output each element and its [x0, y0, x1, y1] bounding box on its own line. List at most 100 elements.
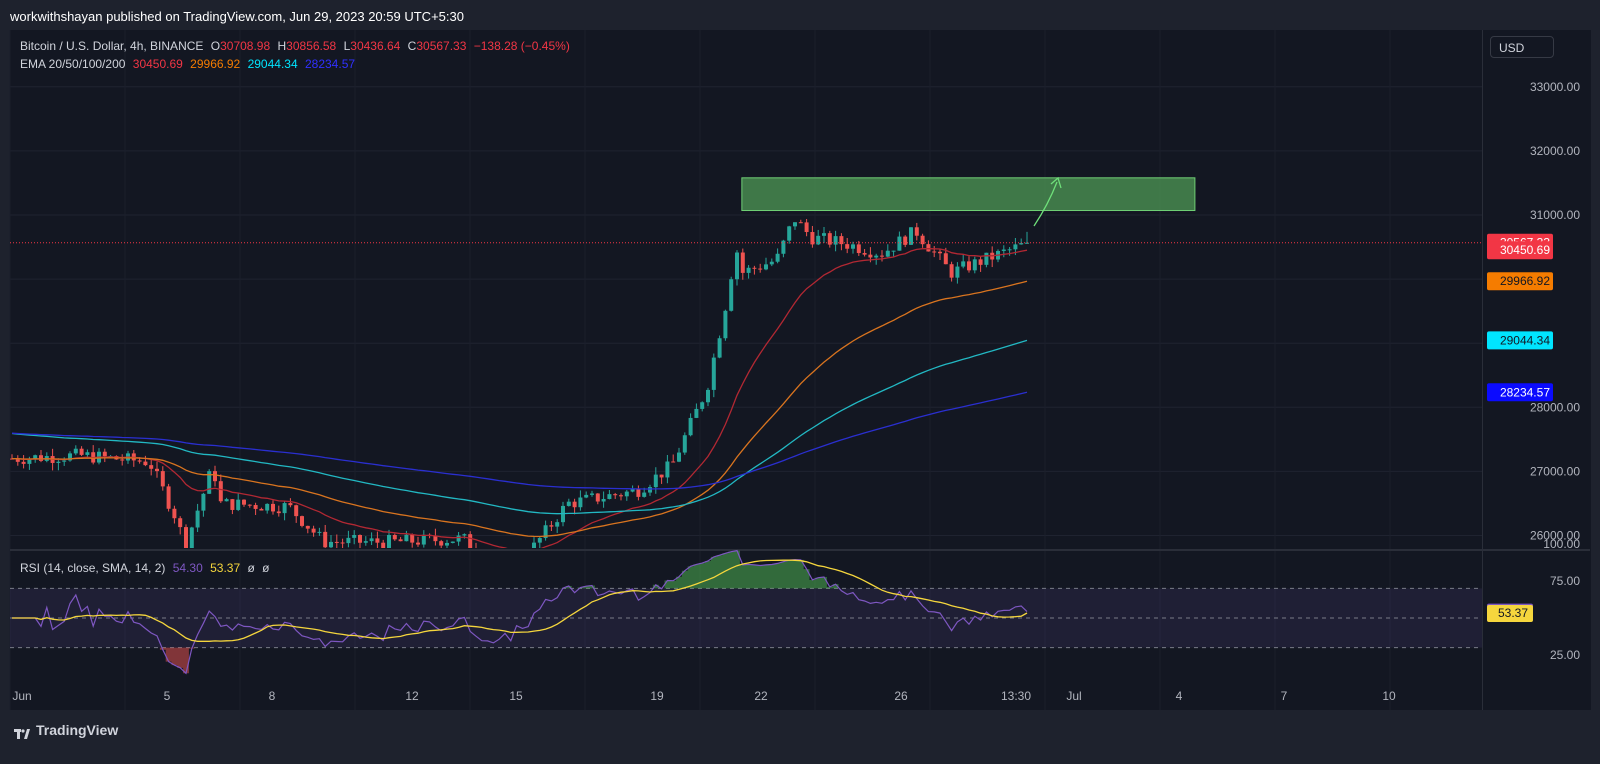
- candle-body: [845, 244, 850, 249]
- candle-body: [497, 561, 501, 564]
- ema100-value: 29044.34: [247, 57, 298, 71]
- candle-body: [120, 459, 125, 461]
- candle-body: [897, 236, 902, 251]
- candle-body: [909, 227, 913, 245]
- candle-body: [416, 542, 420, 545]
- candle-body: [137, 460, 142, 462]
- candle-body: [914, 227, 919, 236]
- candle-body: [746, 267, 751, 273]
- tradingview-logo[interactable]: TradingView: [14, 722, 118, 740]
- candle-body: [758, 268, 763, 270]
- rsi-label-bg: [1487, 605, 1533, 623]
- candle-body: [271, 503, 275, 512]
- rsi-price-label: 53.37: [1487, 605, 1533, 623]
- price-label-bg: [1487, 272, 1553, 291]
- time-tick-label: 19: [650, 689, 664, 703]
- candle-body: [595, 493, 600, 502]
- candle-body: [62, 460, 67, 462]
- candle-body: [503, 557, 507, 561]
- candle-body: [33, 455, 38, 459]
- candle-body: [184, 527, 188, 548]
- rsi-sma-line: [12, 559, 1028, 642]
- candle-body: [480, 555, 484, 561]
- candle-body: [433, 535, 438, 542]
- candle-body: [885, 250, 890, 257]
- time-tick-label: 12: [405, 689, 419, 703]
- symbol-title[interactable]: Bitcoin / U.S. Dollar, 4h, BINANCE: [20, 39, 204, 53]
- candle-body: [300, 516, 304, 526]
- candle-body: [201, 493, 206, 511]
- candle-body: [491, 561, 495, 564]
- candle-body: [462, 534, 467, 536]
- price-axis[interactable]: [1482, 30, 1591, 710]
- ema-label[interactable]: EMA 20/50/100/200: [20, 57, 126, 71]
- candle-body: [39, 455, 43, 461]
- candle-body: [247, 504, 252, 506]
- candle-body: [213, 471, 217, 482]
- time-tick-label: Jul: [1066, 689, 1081, 703]
- candle-body: [218, 481, 223, 502]
- price-label-bg: [1487, 383, 1553, 402]
- candle-body: [532, 542, 536, 548]
- candle-body: [149, 465, 154, 469]
- candle-body: [340, 542, 345, 544]
- candle-body: [601, 498, 606, 502]
- candle-body: [305, 525, 310, 529]
- candle-body: [73, 448, 78, 454]
- ohlc-open: O30708.98: [210, 39, 271, 53]
- candle-body: [816, 235, 821, 245]
- candle-body: [85, 452, 90, 455]
- candle-body: [195, 510, 200, 528]
- candle-body: [856, 244, 861, 254]
- price-tick-label: 32000.00: [1530, 144, 1580, 158]
- ema20-value: 30450.69: [132, 57, 183, 71]
- price-tick-label: 27000.00: [1530, 464, 1580, 478]
- price-tick-label: 26000.00: [1530, 529, 1580, 543]
- candle-body: [706, 389, 710, 403]
- candle-body: [891, 250, 896, 252]
- footer-bar: [0, 714, 1600, 764]
- rsi-label-text: 53.37: [1498, 606, 1528, 620]
- ohlc-close: C30567.33: [407, 39, 467, 53]
- candle-body: [160, 471, 165, 487]
- candle-body: [143, 461, 148, 466]
- candle-body: [630, 489, 635, 492]
- candle-body: [961, 261, 966, 267]
- price-label: 29966.92: [1487, 272, 1553, 291]
- rsi-label[interactable]: RSI (14, close, SMA, 14, 2): [20, 561, 166, 575]
- candle-body: [439, 541, 444, 546]
- price-label-text: 29966.92: [1500, 274, 1550, 288]
- candle-body: [468, 534, 473, 548]
- price-label-bg: [1487, 241, 1553, 260]
- candle-body: [224, 499, 229, 502]
- candle-body: [688, 417, 693, 436]
- candle-body: [311, 528, 316, 533]
- chart-area[interactable]: [10, 30, 1482, 710]
- candle-body: [880, 255, 884, 257]
- rsi-line: [12, 549, 1028, 675]
- candle-body: [294, 505, 299, 517]
- top-bar: workwithshayan published on TradingView.…: [0, 0, 1600, 30]
- candle-body: [102, 451, 107, 457]
- candle-body: [392, 534, 397, 540]
- candle-body: [752, 267, 757, 269]
- candle-body: [711, 357, 716, 390]
- candle-body: [21, 461, 26, 464]
- candle-body: [775, 253, 780, 262]
- candle-body: [189, 527, 194, 548]
- price-label-bg: [1487, 331, 1553, 350]
- symbol-legend: Bitcoin / U.S. Dollar, 4h, BINANCE O3070…: [20, 39, 574, 53]
- candle-body: [398, 539, 403, 542]
- candle-body: [317, 531, 322, 533]
- candle-body: [265, 503, 270, 511]
- candle-body: [1007, 249, 1012, 251]
- candle-body: [358, 535, 362, 543]
- candle-body: [526, 556, 530, 558]
- candle-body: [810, 232, 815, 245]
- price-label-text: 29044.34: [1500, 333, 1550, 347]
- candle-body: [549, 525, 554, 527]
- candle-body: [375, 538, 380, 543]
- currency-selector[interactable]: USD: [1490, 36, 1554, 58]
- candle-body: [486, 561, 490, 562]
